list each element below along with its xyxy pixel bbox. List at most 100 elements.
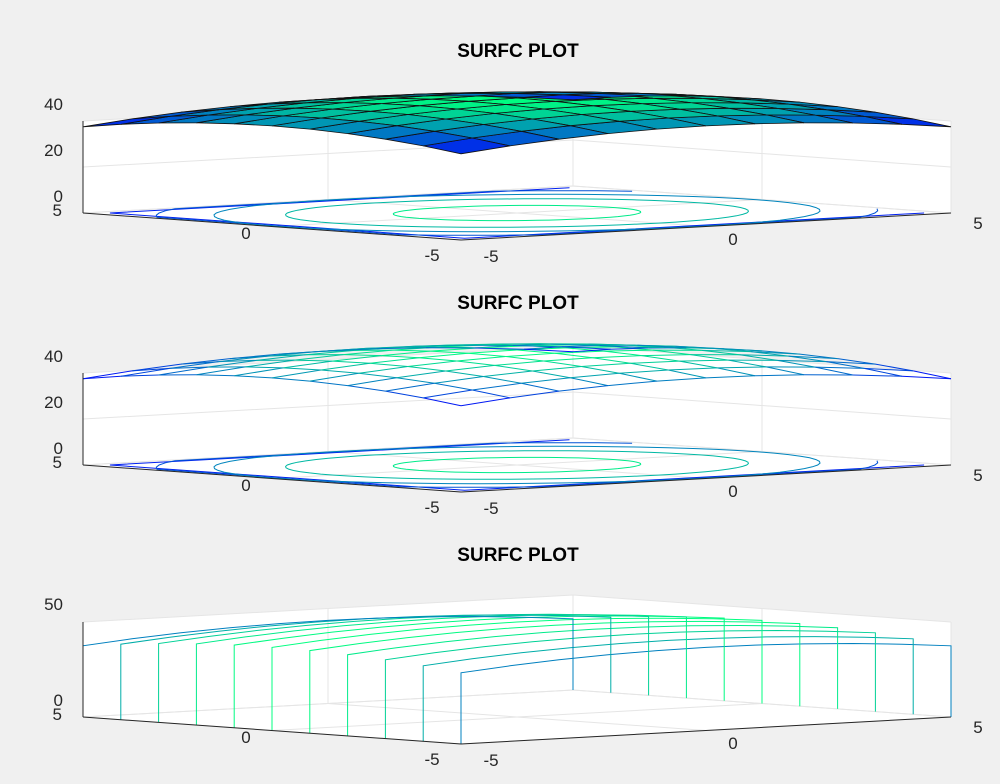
mesh-line [532, 366, 582, 372]
mesh-line [369, 357, 420, 364]
mesh-line [245, 359, 295, 368]
mesh-line [603, 350, 642, 357]
mesh-line [381, 350, 431, 357]
mesh-line [385, 382, 435, 392]
y-tick-label-3-max: 5 [53, 705, 62, 724]
y-tick-label-2-max: 5 [53, 453, 62, 472]
y-grid-line [271, 107, 763, 227]
y-tick-label-3-min: -5 [424, 750, 439, 769]
contour-line [213, 193, 821, 233]
mesh-line [283, 367, 322, 371]
mesh-line [309, 380, 348, 387]
mesh-line [766, 366, 805, 376]
mesh-line [505, 356, 544, 362]
mesh-line [294, 359, 333, 362]
x-tick-label-3-mid: 0 [728, 734, 737, 753]
z-tick-label-3-high: 50 [44, 595, 63, 614]
mesh-line [158, 366, 208, 376]
mesh-line [652, 349, 691, 356]
waterfall-curve [384, 629, 876, 739]
y-grid-line [271, 359, 763, 479]
mesh-line [430, 350, 469, 354]
y-tick-label-3-mid: 0 [241, 728, 250, 747]
mesh-line [864, 367, 914, 372]
contour-line [392, 456, 642, 474]
mesh-line [592, 355, 642, 359]
mesh-line [852, 374, 903, 377]
mesh-line [423, 389, 473, 399]
mesh-line [754, 374, 805, 377]
mesh-line [603, 349, 653, 352]
mesh-line [381, 355, 420, 359]
mesh-line [218, 355, 268, 363]
mesh-line [570, 377, 609, 387]
mesh-line [509, 390, 560, 399]
mesh-line [619, 369, 669, 374]
mesh-line [320, 369, 359, 374]
axes-3 [82, 622, 952, 745]
mesh-line [207, 359, 257, 368]
mesh-line [521, 377, 571, 384]
y-axis-line [82, 716, 462, 745]
mesh-line [256, 354, 306, 361]
subplot-3: SURFC PLOT 50 0 5 0 -5 -5 0 5 [44, 545, 983, 770]
mesh-line [456, 356, 506, 362]
x-tick-label-2-max: 5 [973, 466, 982, 485]
chart-title-1: SURFC PLOT [457, 41, 579, 62]
mesh-line [271, 369, 322, 379]
mesh-line [196, 366, 246, 376]
mesh-line [837, 358, 876, 365]
chart-title-2: SURFC PLOT [457, 293, 579, 314]
mesh-line [543, 357, 593, 362]
contour-lines-2 [109, 439, 925, 491]
mesh-line [472, 382, 522, 391]
mesh-line [169, 361, 219, 369]
mesh-line [460, 397, 511, 407]
mesh-line [343, 354, 382, 357]
x-axis-line [460, 716, 952, 745]
mesh-line [320, 362, 371, 371]
mesh-line [815, 366, 854, 376]
mesh-line [717, 367, 756, 377]
mesh-line [550, 343, 600, 346]
contour-line [392, 204, 642, 222]
mesh-line [358, 366, 408, 374]
x-axis-line [460, 464, 952, 493]
mesh-line [423, 397, 462, 407]
mesh-line [467, 349, 518, 354]
mesh-line [385, 390, 424, 399]
mesh-line [739, 354, 789, 357]
mesh-line [456, 360, 495, 366]
mesh-line [581, 366, 620, 374]
mesh-line [728, 359, 767, 368]
z-tick-label-1-mid: 20 [44, 141, 63, 160]
mesh-line [607, 380, 658, 387]
mesh-line [523, 346, 562, 350]
mesh-line [572, 348, 611, 353]
mesh-line [656, 377, 707, 382]
mesh-line [229, 353, 280, 360]
mesh-line [396, 377, 435, 384]
mesh-line [554, 352, 593, 359]
mesh-line [131, 363, 182, 372]
surface-patch [82, 116, 170, 128]
mesh-line [347, 377, 397, 387]
mesh-line [788, 355, 838, 360]
x-tick-label-2-mid: 0 [728, 482, 737, 501]
mesh-line [523, 348, 574, 353]
mesh-line [472, 389, 511, 399]
grid-2 [82, 345, 952, 493]
y-grid-line [82, 346, 574, 466]
mesh-line [668, 367, 718, 371]
z-tick-label-3-low: 0 [54, 691, 63, 710]
mesh-line [418, 357, 457, 362]
y-tick-label-2-min: -5 [424, 498, 439, 517]
x-tick-label-3-max: 5 [973, 718, 982, 737]
mesh-line [494, 360, 544, 366]
subplot-1: SURFC PLOT 40 20 0 5 0 -5 -5 0 5 [44, 41, 983, 266]
contour-line [213, 445, 821, 485]
mesh-line [494, 364, 533, 372]
mesh-line [196, 374, 235, 377]
mesh-line [610, 347, 649, 350]
